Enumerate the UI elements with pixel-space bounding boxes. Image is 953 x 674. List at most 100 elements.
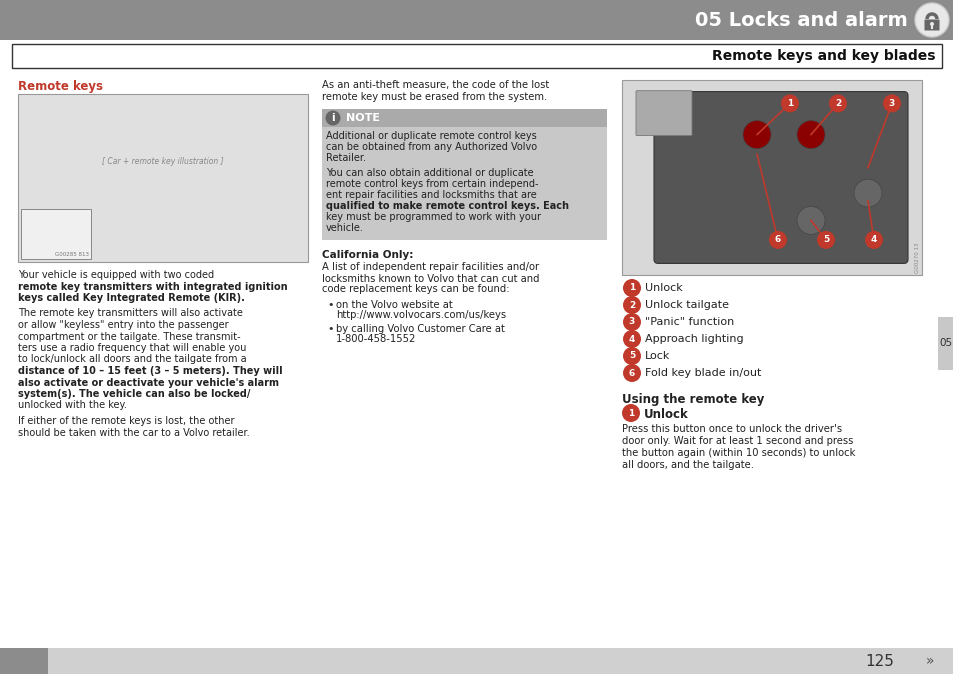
- Circle shape: [622, 279, 640, 297]
- Text: 2: 2: [628, 301, 635, 309]
- Text: 4: 4: [628, 334, 635, 344]
- Text: 125: 125: [864, 654, 894, 669]
- Text: Unlock: Unlock: [644, 283, 682, 293]
- FancyBboxPatch shape: [0, 648, 48, 674]
- Text: "Panic" function: "Panic" function: [644, 317, 734, 327]
- Text: 1-800-458-1552: 1-800-458-1552: [335, 334, 416, 344]
- Text: 4: 4: [870, 235, 876, 245]
- Text: •: •: [327, 299, 334, 309]
- Text: key must be programmed to work with your: key must be programmed to work with your: [326, 212, 540, 222]
- Text: As an anti-theft measure, the code of the lost: As an anti-theft measure, the code of th…: [322, 80, 549, 90]
- Text: 1: 1: [628, 284, 635, 293]
- Text: 1: 1: [786, 99, 792, 108]
- Circle shape: [622, 313, 640, 331]
- Text: keys called Key Integrated Remote (KIR).: keys called Key Integrated Remote (KIR).: [18, 293, 245, 303]
- Text: California Only:: California Only:: [322, 250, 413, 260]
- Circle shape: [882, 94, 900, 113]
- Circle shape: [621, 404, 639, 422]
- Text: 5: 5: [628, 352, 635, 361]
- Text: G00270 13: G00270 13: [914, 243, 919, 273]
- Text: also activate or deactivate your vehicle's alarm: also activate or deactivate your vehicle…: [18, 377, 278, 388]
- Text: ters use a radio frequency that will enable you: ters use a radio frequency that will ena…: [18, 343, 246, 353]
- Text: remote key transmitters with integrated ignition: remote key transmitters with integrated …: [18, 282, 287, 291]
- Text: Lock: Lock: [644, 351, 670, 361]
- Text: 3: 3: [628, 317, 635, 326]
- Text: locksmiths known to Volvo that can cut and: locksmiths known to Volvo that can cut a…: [322, 274, 539, 284]
- Text: 6: 6: [774, 235, 781, 245]
- Text: can be obtained from any Authorized Volvo: can be obtained from any Authorized Volv…: [326, 142, 537, 152]
- Circle shape: [622, 347, 640, 365]
- FancyBboxPatch shape: [21, 209, 91, 259]
- FancyBboxPatch shape: [621, 80, 921, 275]
- Text: 3: 3: [888, 99, 894, 108]
- Text: qualified to make remote control keys. Each: qualified to make remote control keys. E…: [326, 201, 568, 211]
- Text: Additional or duplicate remote control keys: Additional or duplicate remote control k…: [326, 131, 537, 141]
- Text: i: i: [331, 113, 335, 123]
- Text: The remote key transmitters will also activate: The remote key transmitters will also ac…: [18, 309, 243, 319]
- Circle shape: [781, 94, 799, 113]
- Text: Your vehicle is equipped with two coded: Your vehicle is equipped with two coded: [18, 270, 213, 280]
- Text: on the Volvo website at: on the Volvo website at: [335, 299, 453, 309]
- Text: Retailer.: Retailer.: [326, 153, 366, 163]
- Text: [ Car + remote key illustration ]: [ Car + remote key illustration ]: [102, 156, 224, 166]
- Text: NOTE: NOTE: [346, 113, 379, 123]
- Text: Approach lighting: Approach lighting: [644, 334, 742, 344]
- Circle shape: [853, 179, 882, 207]
- Text: to lock/unlock all doors and the tailgate from a: to lock/unlock all doors and the tailgat…: [18, 355, 247, 365]
- Text: should be taken with the car to a Volvo retailer.: should be taken with the car to a Volvo …: [18, 427, 250, 437]
- Text: If either of the remote keys is lost, the other: If either of the remote keys is lost, th…: [18, 416, 234, 426]
- Text: 6: 6: [628, 369, 635, 377]
- Text: 2: 2: [834, 99, 841, 108]
- Text: 05 Locks and alarm: 05 Locks and alarm: [695, 11, 907, 30]
- Text: door only. Wait for at least 1 second and press: door only. Wait for at least 1 second an…: [621, 436, 853, 446]
- Text: or allow "keyless" entry into the passenger: or allow "keyless" entry into the passen…: [18, 320, 229, 330]
- Circle shape: [768, 231, 786, 249]
- Text: all doors, and the tailgate.: all doors, and the tailgate.: [621, 460, 753, 470]
- FancyBboxPatch shape: [654, 92, 907, 264]
- FancyBboxPatch shape: [12, 44, 941, 68]
- Text: unlocked with the key.: unlocked with the key.: [18, 400, 127, 410]
- Text: code replacement keys can be found:: code replacement keys can be found:: [322, 284, 509, 295]
- FancyBboxPatch shape: [923, 20, 939, 30]
- Circle shape: [622, 364, 640, 382]
- Circle shape: [796, 206, 824, 235]
- Text: 1: 1: [627, 408, 634, 417]
- Text: compartment or the tailgate. These transmit-: compartment or the tailgate. These trans…: [18, 332, 240, 342]
- FancyBboxPatch shape: [0, 0, 953, 40]
- Text: Unlock: Unlock: [643, 408, 688, 421]
- Text: Press this button once to unlock the driver's: Press this button once to unlock the dri…: [621, 424, 841, 434]
- FancyBboxPatch shape: [636, 91, 691, 135]
- Circle shape: [929, 22, 933, 26]
- Text: remote key must be erased from the system.: remote key must be erased from the syste…: [322, 92, 547, 102]
- Text: Remote keys: Remote keys: [18, 80, 103, 93]
- Text: Fold key blade in/out: Fold key blade in/out: [644, 368, 760, 378]
- FancyBboxPatch shape: [18, 94, 308, 262]
- Text: G00285 813: G00285 813: [55, 252, 89, 257]
- Text: remote control keys from certain independ-: remote control keys from certain indepen…: [326, 179, 537, 189]
- Circle shape: [796, 121, 824, 148]
- Text: ent repair facilities and locksmiths that are: ent repair facilities and locksmiths tha…: [326, 190, 537, 200]
- FancyBboxPatch shape: [322, 109, 606, 127]
- Text: You can also obtain additional or duplicate: You can also obtain additional or duplic…: [326, 168, 533, 178]
- Text: vehicle.: vehicle.: [326, 223, 363, 233]
- Text: Using the remote key: Using the remote key: [621, 393, 763, 406]
- Text: Unlock tailgate: Unlock tailgate: [644, 300, 728, 310]
- Text: •: •: [327, 324, 334, 334]
- FancyBboxPatch shape: [322, 109, 606, 240]
- Circle shape: [816, 231, 834, 249]
- FancyBboxPatch shape: [0, 648, 953, 674]
- Circle shape: [864, 231, 882, 249]
- Circle shape: [325, 111, 340, 125]
- Circle shape: [622, 296, 640, 314]
- Text: the button again (within 10 seconds) to unlock: the button again (within 10 seconds) to …: [621, 448, 855, 458]
- Text: system(s). The vehicle can also be locked/: system(s). The vehicle can also be locke…: [18, 389, 250, 399]
- Text: A list of independent repair facilities and/or: A list of independent repair facilities …: [322, 262, 538, 272]
- FancyBboxPatch shape: [937, 317, 953, 369]
- Circle shape: [742, 121, 770, 148]
- Text: Remote keys and key blades: Remote keys and key blades: [712, 49, 935, 63]
- Text: http://www.volvocars.com/us/keys: http://www.volvocars.com/us/keys: [335, 311, 506, 321]
- Text: by calling Volvo Customer Care at: by calling Volvo Customer Care at: [335, 324, 504, 334]
- Circle shape: [828, 94, 846, 113]
- Text: »: »: [924, 654, 933, 668]
- Circle shape: [622, 330, 640, 348]
